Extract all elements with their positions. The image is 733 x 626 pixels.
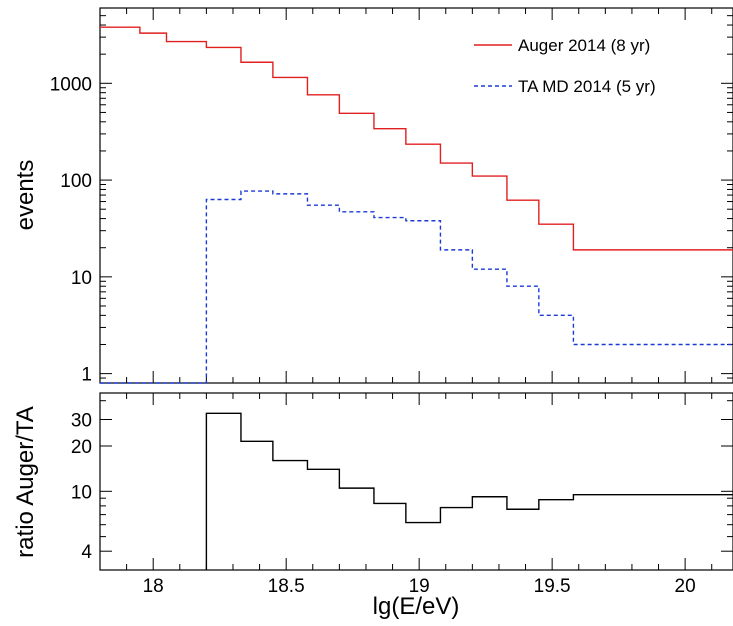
x-tick-label: 18.5	[268, 576, 305, 597]
legend-label-auger: Auger 2014 (8 yr)	[518, 36, 650, 55]
bottom-y-axis-title: ratio Auger/TA	[12, 406, 39, 558]
top-x-ticks	[99, 8, 713, 383]
bottom-y-tick-label: 30	[71, 411, 92, 432]
series-auger-step-line	[100, 26, 733, 251]
bottom-x-ticks: 18 18.5 19 19.5 20	[99, 393, 713, 597]
bottom-y-tick-label: 10	[71, 482, 92, 503]
top-plot-frame	[99, 7, 733, 384]
x-axis-title: lg(E/eV)	[373, 593, 460, 620]
top-panel: 1 10 100 1000 events Auger 2014 (8 yr) TA M…	[12, 7, 733, 386]
top-y-ticks: 1 10 100 1000	[50, 7, 733, 386]
top-y-tick-label: 1	[81, 365, 92, 386]
top-y-axis-title: events	[12, 160, 39, 231]
bottom-plot-frame	[99, 392, 733, 571]
top-series-group	[100, 26, 733, 384]
top-y-tick-label: 100	[60, 171, 92, 192]
top-y-tick-label: 1000	[50, 74, 92, 95]
x-tick-label: 19.5	[534, 576, 571, 597]
top-y-tick-label: 10	[71, 268, 92, 289]
x-tick-label: 20	[675, 576, 696, 597]
x-tick-label: 18	[143, 576, 164, 597]
bottom-panel: 4 10 20 30 18 18.5 19 19.5 20 ratio Auger/TA lg…	[12, 392, 733, 620]
legend: Auger 2014 (8 yr) TA MD 2014 (5 yr)	[474, 36, 656, 96]
legend-label-ta: TA MD 2014 (5 yr)	[518, 77, 656, 96]
series-ta-step-line	[100, 190, 733, 384]
bottom-y-tick-label: 20	[71, 437, 92, 458]
bottom-y-tick-label: 4	[81, 542, 92, 563]
bottom-y-ticks: 4 10 20 30	[71, 400, 733, 571]
bottom-series-group	[205, 412, 733, 570]
series-ratio-step-line	[205, 412, 733, 570]
x-tick-label: 19	[409, 576, 430, 597]
